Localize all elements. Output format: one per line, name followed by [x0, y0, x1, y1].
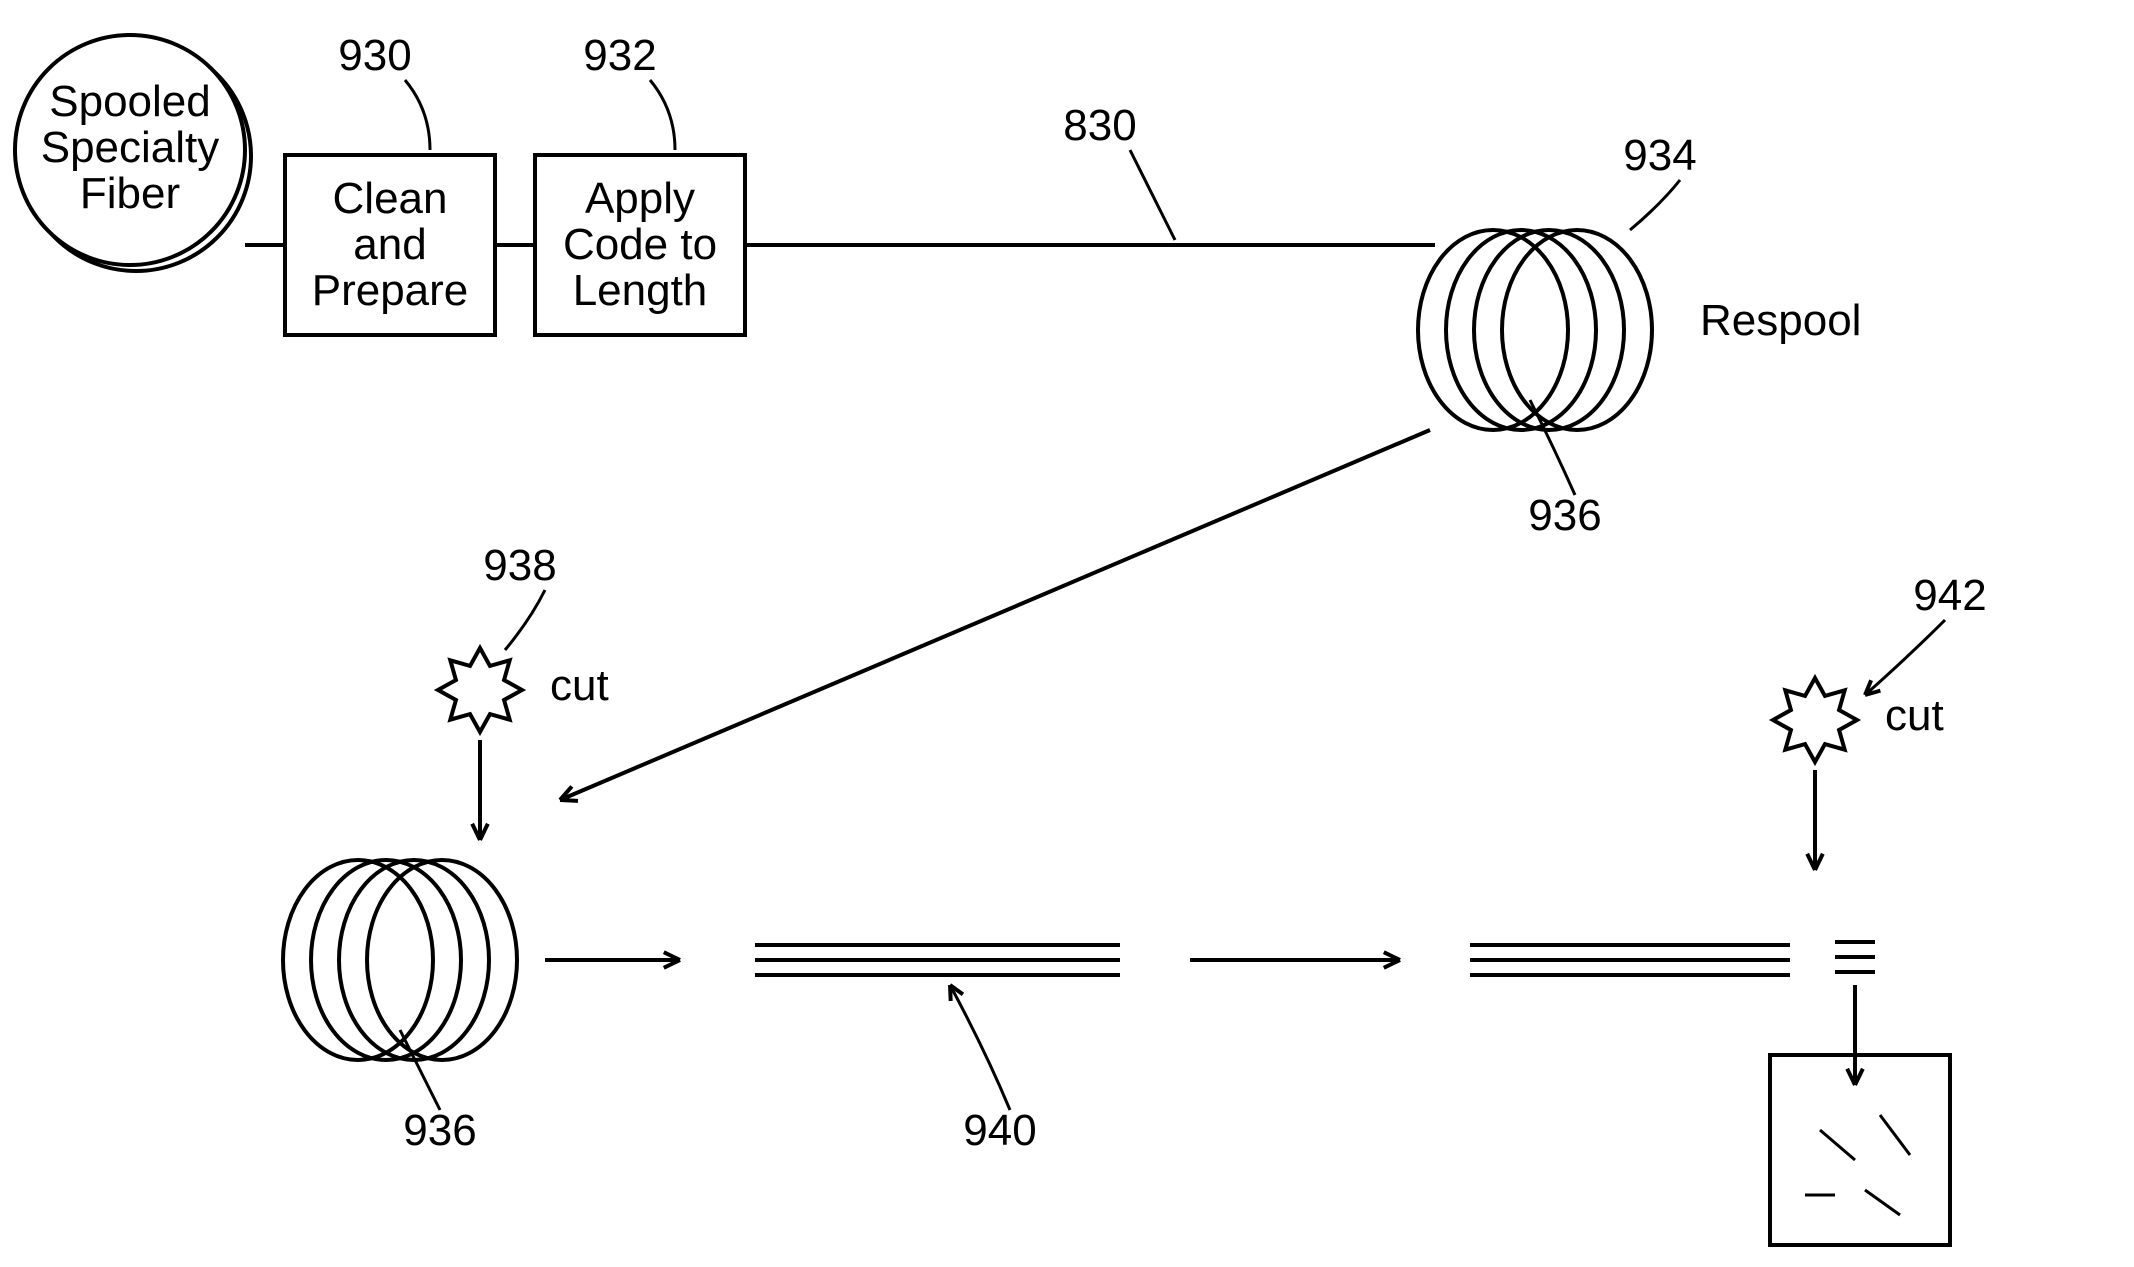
svg-text:930: 930 [338, 31, 411, 80]
svg-text:942: 942 [1913, 571, 1986, 620]
svg-text:Clean: Clean [333, 174, 448, 223]
svg-text:940: 940 [963, 1106, 1036, 1155]
svg-text:Fiber: Fiber [80, 169, 180, 218]
svg-text:932: 932 [583, 31, 656, 80]
svg-text:934: 934 [1623, 131, 1696, 180]
svg-text:Specialty: Specialty [41, 123, 220, 172]
svg-text:Code to: Code to [563, 220, 717, 269]
svg-text:936: 936 [1528, 491, 1601, 540]
svg-text:cut: cut [1885, 691, 1944, 740]
svg-text:Apply: Apply [585, 174, 695, 223]
svg-text:830: 830 [1063, 101, 1136, 150]
svg-text:Prepare: Prepare [312, 266, 469, 315]
svg-text:Spooled: Spooled [49, 77, 210, 126]
svg-text:cut: cut [550, 661, 609, 710]
svg-text:Length: Length [573, 266, 708, 315]
svg-text:938: 938 [483, 541, 556, 590]
svg-text:Respool: Respool [1700, 296, 1861, 345]
svg-text:and: and [353, 220, 426, 269]
svg-text:936: 936 [403, 1106, 476, 1155]
